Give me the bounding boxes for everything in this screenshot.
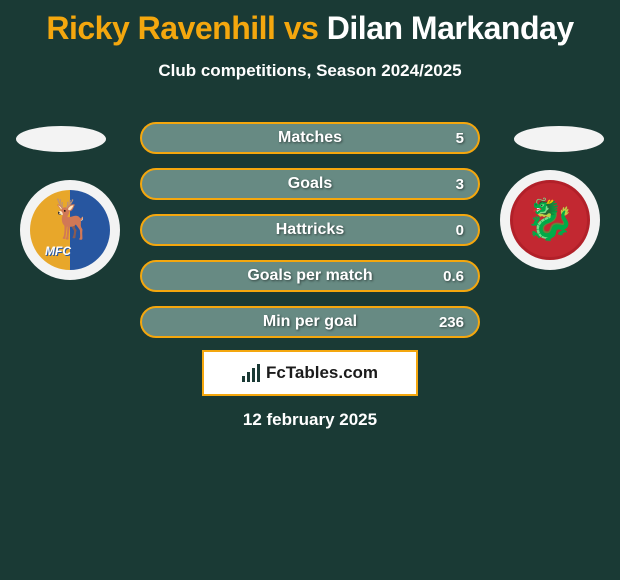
- stat-label: Matches: [278, 129, 342, 147]
- stat-bars: Matches 5 Goals 3 Hattricks 0 Goals per …: [140, 122, 480, 352]
- stat-value-right: 3: [456, 176, 464, 193]
- mfc-text: MFC: [45, 244, 71, 258]
- club-badge-left: 🦌 MFC: [20, 180, 120, 280]
- stat-label: Hattricks: [276, 221, 344, 239]
- snapshot-date: 12 february 2025: [0, 410, 620, 430]
- stat-value-right: 236: [439, 314, 464, 331]
- stat-bar-min-per-goal: Min per goal 236: [140, 306, 480, 338]
- stat-bar-goals: Goals 3: [140, 168, 480, 200]
- dragon-icon: 🐉: [525, 200, 575, 240]
- brand-text: FcTables.com: [266, 363, 378, 383]
- stat-value-right: 5: [456, 130, 464, 147]
- mansfield-crest-icon: 🦌 MFC: [30, 190, 110, 270]
- stat-label: Goals: [288, 175, 332, 193]
- season-subtitle: Club competitions, Season 2024/2025: [0, 61, 620, 81]
- stag-icon: 🦌: [48, 198, 95, 242]
- leyton-crest-icon: 🐉: [510, 180, 590, 260]
- player2-photo-placeholder: [514, 126, 604, 152]
- club-badge-right: 🐉: [500, 170, 600, 270]
- stat-value-right: 0: [456, 222, 464, 239]
- player2-name: Dilan Markanday: [327, 10, 574, 46]
- stat-bar-matches: Matches 5: [140, 122, 480, 154]
- stat-bar-hattricks: Hattricks 0: [140, 214, 480, 246]
- brand-watermark: FcTables.com: [202, 350, 418, 396]
- comparison-title: Ricky Ravenhill vs Dilan Markanday: [0, 0, 620, 47]
- vs-text: vs: [284, 10, 319, 46]
- stat-label: Goals per match: [247, 267, 372, 285]
- stat-label: Min per goal: [263, 313, 357, 331]
- stat-bar-goals-per-match: Goals per match 0.6: [140, 260, 480, 292]
- stat-value-right: 0.6: [443, 268, 464, 285]
- bar-chart-icon: [242, 364, 262, 382]
- player1-name: Ricky Ravenhill: [46, 10, 275, 46]
- player1-photo-placeholder: [16, 126, 106, 152]
